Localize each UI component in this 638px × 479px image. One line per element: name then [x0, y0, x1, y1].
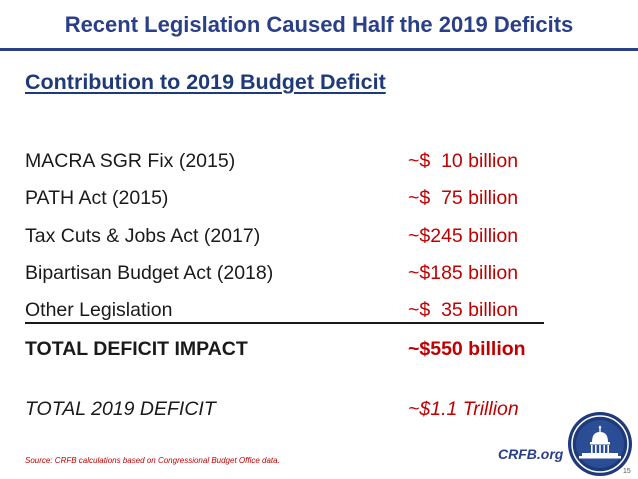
deficit-row: Other Legislation ~$ 35 billion [25, 299, 615, 329]
deficit-row: Tax Cuts & Jobs Act (2017) ~$245 billion [25, 225, 615, 255]
row-label: PATH Act (2015) [25, 187, 169, 209]
row-value: ~$185 billion [408, 262, 519, 284]
row-label: Other Legislation [25, 299, 173, 321]
row-value: ~$ 35 billion [408, 299, 519, 321]
total-impact-row: TOTAL DEFICIT IMPACT ~$550 billion [25, 338, 615, 368]
deficit-row: MACRA SGR Fix (2015) ~$ 10 billion [25, 150, 615, 180]
total-value: ~$550 billion [408, 338, 526, 360]
capitol-seal-icon [568, 412, 632, 476]
section-heading: Contribution to 2019 Budget Deficit [25, 70, 386, 94]
row-label: MACRA SGR Fix (2015) [25, 150, 236, 172]
deficit-row: PATH Act (2015) ~$ 75 billion [25, 187, 615, 217]
slide-title: Recent Legislation Caused Half the 2019 … [64, 12, 574, 37]
row-value: ~$ 10 billion [408, 150, 519, 172]
row-label: Bipartisan Budget Act (2018) [25, 262, 274, 284]
total-deficit-row: TOTAL 2019 DEFICIT ~$1.1 Trillion [25, 398, 615, 428]
page-number: 15 [623, 468, 631, 475]
sum-underline [25, 322, 544, 324]
row-label: Tax Cuts & Jobs Act (2017) [25, 225, 261, 247]
deficit-row: Bipartisan Budget Act (2018) ~$185 billi… [25, 262, 615, 292]
total-label: TOTAL DEFICIT IMPACT [25, 338, 248, 360]
brand-link[interactable]: CRFB.org [498, 446, 564, 462]
final-value: ~$1.1 Trillion [408, 398, 519, 420]
row-value: ~$245 billion [408, 225, 519, 247]
title-divider [0, 48, 638, 51]
source-note: Source: CRFB calculations based on Congr… [25, 456, 280, 465]
row-value: ~$ 75 billion [408, 187, 519, 209]
final-label: TOTAL 2019 DEFICIT [25, 398, 216, 420]
